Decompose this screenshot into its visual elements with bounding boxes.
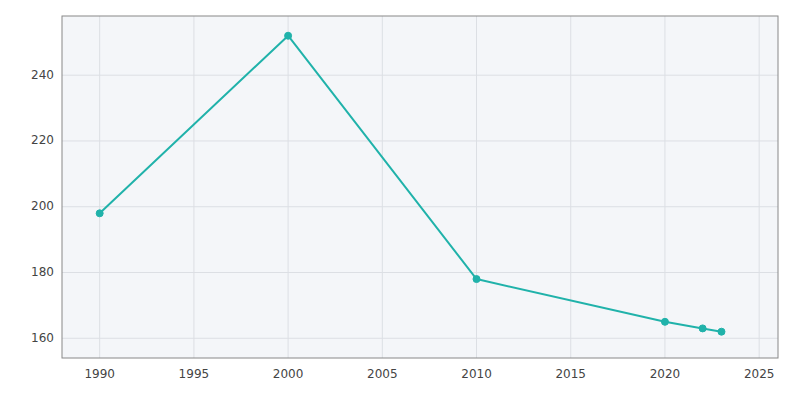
grid-line-y	[62, 272, 778, 273]
series	[96, 32, 725, 335]
point	[285, 32, 292, 39]
x-tick-label: 1990	[84, 367, 115, 381]
grid-line-x	[664, 16, 665, 358]
x-tick-label: 2015	[555, 367, 586, 381]
grid-line-x	[99, 16, 100, 358]
grid-line-y	[62, 75, 778, 76]
x-tick-label: 2005	[367, 367, 398, 381]
x-tick-label: 2025	[744, 367, 775, 381]
plot-frame	[62, 16, 778, 358]
x-tick-label: 2010	[461, 367, 492, 381]
x-tick-label: 2020	[650, 367, 681, 381]
point	[661, 318, 668, 325]
point	[473, 276, 480, 283]
grid-line-x	[382, 16, 383, 358]
grid	[62, 16, 778, 358]
grid-line-y	[62, 140, 778, 141]
grid-line-x	[759, 16, 760, 358]
grid-line-y	[62, 338, 778, 339]
y-tick-label: 220	[31, 133, 54, 147]
y-tick-label: 160	[31, 331, 54, 345]
grid-line-x	[476, 16, 477, 358]
chart-container: 160 180 200 220 240 1990 1995 2000 2005 2010 2015 2…	[0, 0, 800, 400]
grid-line-x	[288, 16, 289, 358]
x-tick-label: 1995	[179, 367, 210, 381]
grid-line-x	[570, 16, 571, 358]
chart: 160 180 200 220 240 1990 1995 2000 2005 2010 2015 2…	[0, 0, 800, 400]
y-tick-label: 200	[31, 199, 54, 213]
point	[718, 328, 725, 335]
point	[96, 210, 103, 217]
tick-labels: 160 180 200 220 240 1990 1995 2000 2005 2010 2015 2…	[31, 68, 774, 381]
grid-line-x	[193, 16, 194, 358]
point	[699, 325, 706, 332]
x-tick-label: 2000	[273, 367, 304, 381]
y-tick-label: 240	[31, 68, 54, 82]
line	[100, 36, 722, 332]
plot-background	[62, 16, 778, 358]
y-tick-label: 180	[31, 265, 54, 279]
